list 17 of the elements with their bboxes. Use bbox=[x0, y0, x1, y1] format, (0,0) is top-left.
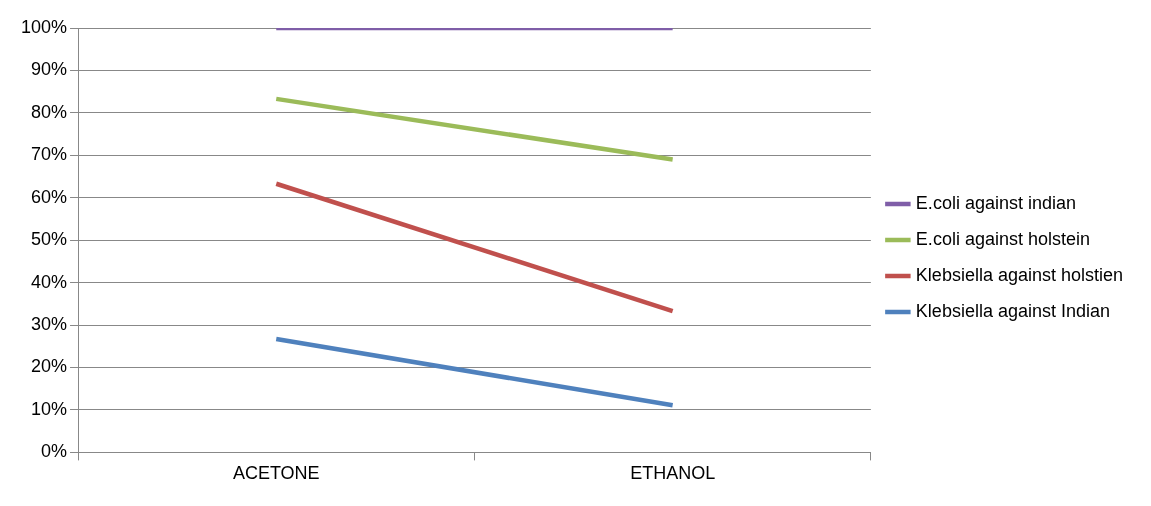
x-tick-label: ETHANOL bbox=[630, 463, 716, 484]
y-tick-label: 40% bbox=[31, 271, 68, 292]
y-tick-label: 0% bbox=[41, 441, 68, 462]
legend-label: Klebsiella against Indian bbox=[915, 300, 1111, 321]
y-tick-label: 60% bbox=[31, 186, 68, 207]
y-tick-label: 70% bbox=[31, 144, 68, 165]
y-tick-label: 80% bbox=[31, 101, 68, 122]
y-tick-label: 100% bbox=[20, 16, 68, 37]
legend-label: E.coli against holstein bbox=[915, 228, 1090, 249]
y-tick-label: 10% bbox=[31, 398, 68, 419]
legend-label: Klebsiella against holstien bbox=[915, 264, 1124, 285]
y-tick-label: 20% bbox=[31, 356, 68, 377]
y-tick-label: 50% bbox=[31, 229, 68, 250]
y-tick-label: 30% bbox=[31, 314, 68, 335]
legend-label: E.coli against indian bbox=[915, 192, 1076, 213]
y-tick-label: 90% bbox=[31, 59, 68, 80]
x-tick-label: ACETONE bbox=[232, 463, 320, 484]
